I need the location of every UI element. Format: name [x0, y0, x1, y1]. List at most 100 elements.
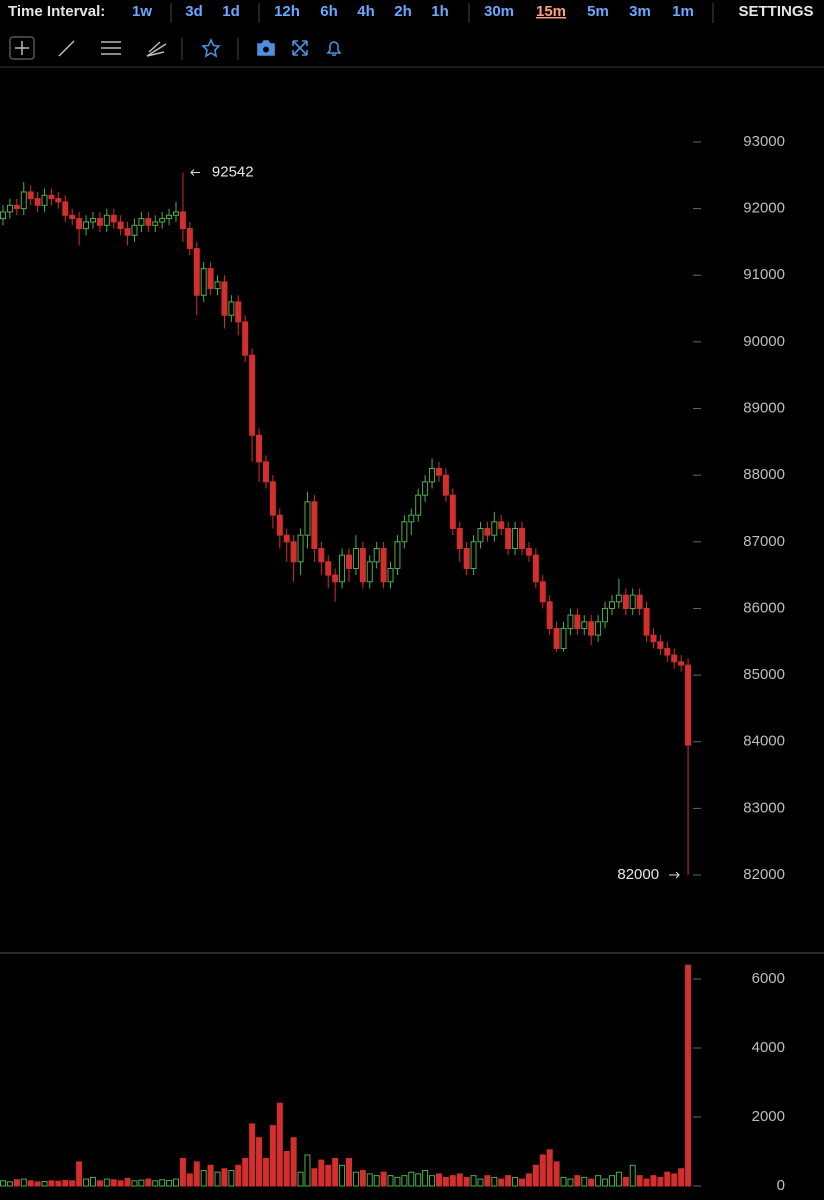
volume-bar [283, 1150, 290, 1187]
toolbar-label: Time Interval: [8, 3, 105, 20]
volume-bar [214, 1171, 221, 1187]
candle-body [442, 474, 449, 496]
candle-body [179, 211, 186, 230]
line-tool[interactable] [58, 40, 75, 57]
volume-bar [602, 1178, 609, 1187]
volume-bar [346, 1157, 352, 1187]
interval-button[interactable]: 30m [484, 3, 514, 20]
volume-bar [103, 1178, 110, 1187]
candle-body [325, 561, 332, 576]
hline-tool[interactable] [101, 41, 121, 55]
interval-button[interactable]: 1d [222, 3, 240, 20]
volume-bar [152, 1180, 159, 1187]
volume-bar [332, 1157, 339, 1187]
candle-body [352, 547, 359, 569]
candle-body [477, 527, 484, 543]
y-tick-label: 92000 [743, 200, 785, 217]
volume-bar [505, 1175, 512, 1187]
candle-body [27, 191, 34, 200]
interval-button[interactable]: 5m [587, 3, 609, 20]
interval-button[interactable]: 15m [536, 3, 566, 20]
interval-button[interactable]: 6h [320, 3, 338, 20]
volume-bar [519, 1178, 525, 1187]
candle-body [650, 634, 657, 643]
favorite-button[interactable] [201, 38, 221, 58]
candle-body [532, 554, 539, 583]
volume-bar [442, 1176, 449, 1187]
volume-bar [366, 1173, 373, 1187]
volume-bar [138, 1179, 145, 1187]
volume-bar [193, 1161, 200, 1187]
interval-button[interactable]: 1w [132, 3, 152, 20]
volume-bar [55, 1180, 62, 1187]
volume-bar [664, 1171, 671, 1187]
candle-body [622, 594, 629, 609]
volume-bar [512, 1176, 519, 1187]
volume-bar [262, 1157, 269, 1187]
interval-button[interactable]: 12h [274, 3, 300, 20]
volume-bar [186, 1173, 193, 1187]
volume-bar [574, 1175, 581, 1187]
candle-body [525, 547, 532, 556]
alert-button[interactable] [326, 41, 342, 56]
interval-button[interactable]: 3d [185, 3, 203, 20]
y-tick-label: 83000 [743, 799, 785, 816]
fan-tool[interactable] [146, 41, 167, 57]
candle-body [269, 481, 276, 516]
interval-button[interactable]: 2h [394, 3, 412, 20]
interval-button[interactable]: 3m [629, 3, 651, 20]
volume-bar [69, 1180, 76, 1187]
volume-bar [629, 1164, 636, 1187]
settings-button[interactable]: SETTINGS [738, 3, 813, 20]
volume-bar [27, 1180, 34, 1187]
volume-bar [525, 1173, 532, 1187]
candle-body [290, 541, 297, 563]
candle-body [96, 218, 103, 226]
candle-body [20, 191, 27, 210]
candle-body [359, 547, 366, 583]
candle-body [484, 527, 491, 536]
volume-bar [470, 1175, 477, 1187]
candle-body [311, 501, 318, 549]
candle-body [200, 268, 207, 296]
max-arrow [190, 169, 200, 176]
interval-button[interactable]: 4h [357, 3, 375, 20]
volume-bar [401, 1175, 408, 1187]
candle-body [256, 434, 263, 463]
candle-body [567, 614, 574, 629]
volume-bar [359, 1169, 366, 1187]
candle-body [62, 201, 69, 216]
candle-body [643, 607, 650, 636]
candle-body [629, 594, 636, 609]
candle-body [401, 521, 408, 543]
volume-bar [311, 1168, 318, 1187]
volume-bar [304, 1154, 311, 1187]
action-icons [201, 38, 342, 58]
candle-body [519, 527, 525, 549]
volume-bar [20, 1178, 27, 1187]
candle-body [512, 527, 519, 549]
volume-bar [352, 1171, 359, 1187]
y-tick-label: 85000 [743, 666, 785, 683]
candle-body [491, 521, 498, 536]
volume-bar [456, 1173, 463, 1187]
min-arrow [669, 871, 680, 879]
candle-body [387, 567, 394, 583]
candle-body [138, 218, 145, 226]
crosshair-tool[interactable] [9, 36, 35, 60]
candle-body [657, 641, 664, 649]
interval-button[interactable]: 1m [672, 3, 694, 20]
y-tick-label: 87000 [743, 533, 785, 550]
candle-body [221, 281, 228, 316]
volume-bar [429, 1175, 436, 1187]
volume-bar [276, 1102, 283, 1187]
fullscreen-button[interactable] [292, 40, 308, 56]
interval-button[interactable]: 1h [431, 3, 449, 20]
candle-body [6, 204, 13, 213]
candle-body [0, 211, 6, 220]
volume-bar [422, 1169, 429, 1187]
candle-body [69, 214, 76, 220]
y-tick-label: 93000 [743, 133, 785, 150]
